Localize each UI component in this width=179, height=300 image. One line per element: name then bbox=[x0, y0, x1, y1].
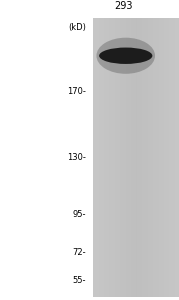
Text: (kD): (kD) bbox=[68, 23, 86, 32]
Text: 72-: 72- bbox=[72, 248, 86, 257]
Text: 130-: 130- bbox=[67, 153, 86, 162]
Bar bbox=[0, 18, 93, 297]
Ellipse shape bbox=[96, 38, 155, 74]
Text: 170-: 170- bbox=[67, 87, 86, 96]
Text: 293: 293 bbox=[114, 2, 132, 11]
Text: 55-: 55- bbox=[72, 276, 86, 285]
Ellipse shape bbox=[99, 47, 152, 64]
Text: 95-: 95- bbox=[72, 210, 86, 219]
